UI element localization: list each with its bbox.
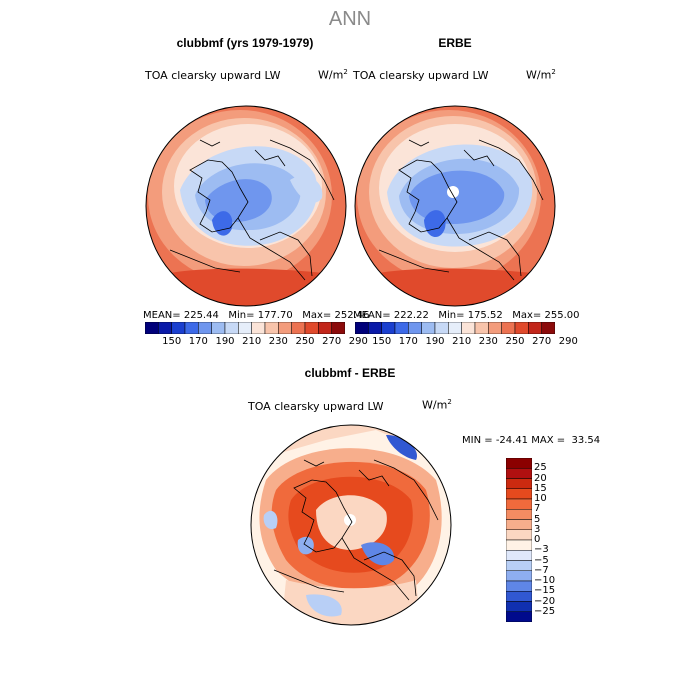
colorbar-swatch xyxy=(506,550,532,561)
colorbar-tick-label: −10 xyxy=(534,575,556,586)
colorbar-swatch xyxy=(501,322,516,334)
colorbar-tick-label: −3 xyxy=(534,544,549,556)
colorbar-tick-label: −5 xyxy=(534,554,549,566)
colorbar-swatch xyxy=(514,322,529,334)
colorbar-tick-label: 270 xyxy=(322,336,342,347)
colorbar-swatch xyxy=(506,478,532,489)
colorbar-tick-label: 230 xyxy=(268,336,288,347)
colorbar-swatch xyxy=(506,611,532,622)
colorbar-swatch xyxy=(506,509,532,520)
colorbar-swatch xyxy=(331,322,345,334)
colorbar-swatch xyxy=(264,322,279,334)
colorbar-swatch xyxy=(318,322,332,334)
colorbar-model xyxy=(145,322,345,334)
colorbar-swatch xyxy=(506,591,532,602)
stats-obs: MEAN= 222.22 Min= 175.52 Max= 255.00 xyxy=(353,310,580,321)
colorbar-swatch xyxy=(158,322,172,334)
colorbar-tick-label: −20 xyxy=(534,595,556,607)
colorbar-swatch xyxy=(506,519,532,530)
colorbar-swatch xyxy=(506,498,532,510)
colorbar-tick-label: 250 xyxy=(295,336,315,347)
colorbar-swatch xyxy=(506,468,532,479)
colorbar-tick-label: 150 xyxy=(372,336,392,347)
colorbar-labels-diff: 25 20 15 10 7 5 3 0 −3 −5 −7 −10 −15 −20 −25 xyxy=(534,458,574,622)
colorbar-swatch xyxy=(238,322,252,334)
stats-diff: MIN = -24.41 MAX = 33.54 xyxy=(462,435,601,446)
colorbar-swatch xyxy=(506,601,532,612)
colorbar-tick-label: −15 xyxy=(534,585,556,597)
colorbar-tick-label: 210 xyxy=(242,336,262,347)
colorbar-tick-label: 5 xyxy=(534,513,541,525)
colorbar-swatch xyxy=(278,322,292,334)
colorbar-swatch xyxy=(541,322,555,334)
colorbar-swatch xyxy=(184,322,199,334)
colorbar-swatch xyxy=(474,322,489,334)
units-label-obs: W/m2 xyxy=(526,68,556,82)
colorbar-diff xyxy=(506,458,532,622)
colorbar-tick-label: 3 xyxy=(534,523,541,535)
colorbar-swatch xyxy=(506,458,532,469)
polar-map-diff xyxy=(250,424,452,626)
stats-model: MEAN= 225.44 Min= 177.70 Max= 252.46 xyxy=(143,310,370,321)
main-title: ANN xyxy=(328,8,372,30)
panel-title-model: clubbmf (yrs 1979-1979) xyxy=(176,36,314,50)
colorbar-tick-label: 20 xyxy=(534,472,547,484)
colorbar-swatch xyxy=(381,322,396,334)
colorbar-tick-label: 250 xyxy=(505,336,525,347)
panel-title-obs: ERBE xyxy=(438,36,472,50)
colorbar-swatch xyxy=(394,322,409,334)
colorbar-tick-label: 0 xyxy=(534,534,541,545)
colorbar-swatch xyxy=(506,580,532,592)
colorbar-swatch xyxy=(251,322,266,334)
colorbar-tick-label: 7 xyxy=(534,503,541,515)
colorbar-swatch xyxy=(434,322,449,334)
colorbar-swatch xyxy=(506,560,532,571)
colorbar-tick-label: 230 xyxy=(478,336,498,347)
colorbar-tick-label: 170 xyxy=(398,336,418,347)
colorbar-tick-label: 15 xyxy=(534,482,547,494)
units-label-diff: W/m2 xyxy=(422,398,452,412)
colorbar-tick-label: 290 xyxy=(348,336,368,347)
variable-label-obs: TOA clearsky upward LW xyxy=(353,69,489,82)
colorbar-tick-label: 270 xyxy=(532,336,552,347)
colorbar-swatch xyxy=(448,322,462,334)
colorbar-labels-obs: 150 170 190 210 230 250 270 290 xyxy=(355,336,578,350)
colorbar-swatch xyxy=(506,570,532,582)
colorbar-obs xyxy=(355,322,555,334)
colorbar-swatch xyxy=(421,322,436,334)
colorbar-swatch xyxy=(355,322,369,334)
colorbar-swatch xyxy=(198,322,212,334)
colorbar-swatch xyxy=(145,322,159,334)
colorbar-swatch xyxy=(291,322,306,334)
polar-map-model xyxy=(145,105,347,307)
colorbar-tick-label: 25 xyxy=(534,462,547,474)
colorbar-tick-label: 170 xyxy=(188,336,208,347)
colorbar-swatch xyxy=(211,322,226,334)
units-label-model: W/m2 xyxy=(318,68,348,82)
colorbar-swatch xyxy=(506,529,532,541)
colorbar-swatch xyxy=(528,322,542,334)
colorbar-swatch xyxy=(506,539,532,551)
colorbar-tick-label: 290 xyxy=(558,336,578,347)
colorbar-tick-label: −25 xyxy=(534,605,556,617)
colorbar-swatch xyxy=(408,322,422,334)
colorbar-tick-label: 190 xyxy=(425,336,445,347)
colorbar-tick-label: 10 xyxy=(534,493,547,504)
colorbar-tick-label: 210 xyxy=(452,336,472,347)
colorbar-swatch xyxy=(488,322,502,334)
panel-title-diff: clubbmf - ERBE xyxy=(304,366,396,380)
colorbar-swatch xyxy=(461,322,476,334)
colorbar-swatch xyxy=(304,322,319,334)
colorbar-swatch xyxy=(171,322,186,334)
colorbar-tick-label: 150 xyxy=(162,336,182,347)
polar-map-obs xyxy=(354,105,556,307)
variable-label-diff: TOA clearsky upward LW xyxy=(248,400,384,413)
colorbar-swatch xyxy=(368,322,382,334)
colorbar-tick-label: −7 xyxy=(534,564,549,576)
colorbar-swatch xyxy=(224,322,239,334)
colorbar-tick-label: 190 xyxy=(215,336,235,347)
colorbar-labels-model: 150 170 190 210 230 250 270 290 xyxy=(145,336,368,350)
variable-label-model: TOA clearsky upward LW xyxy=(145,69,281,82)
colorbar-swatch xyxy=(506,488,532,500)
